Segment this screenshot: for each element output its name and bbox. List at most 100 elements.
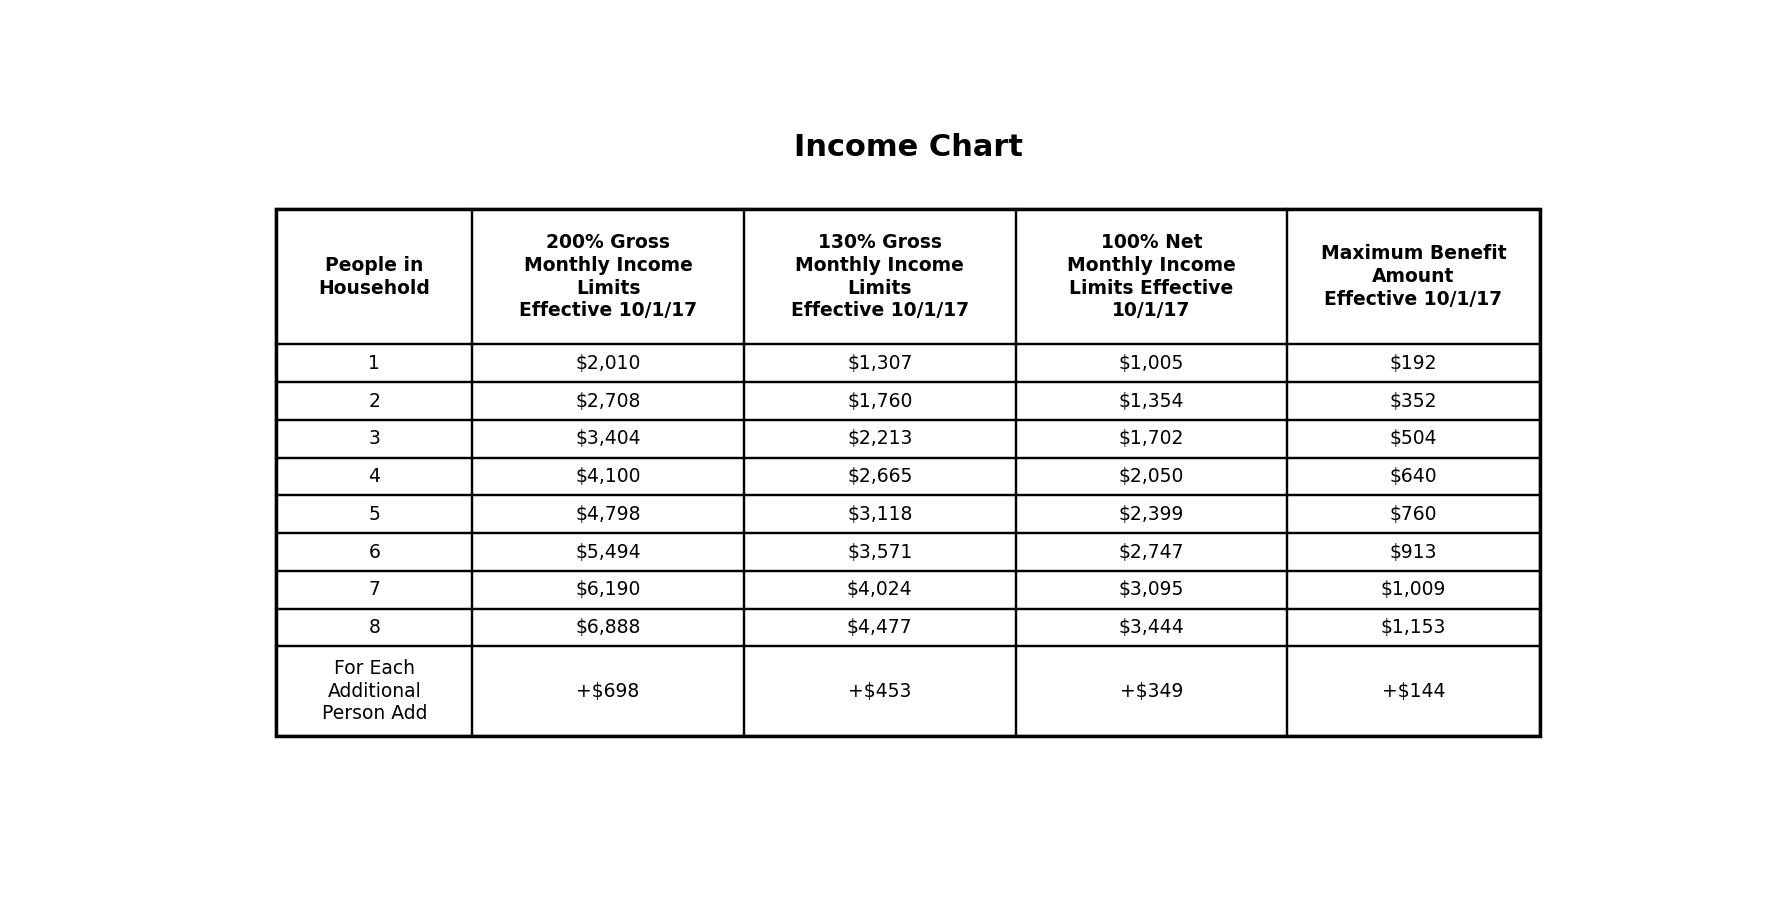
Bar	[276, 457, 473, 495]
Bar	[1015, 457, 1286, 495]
Text: $3,444: $3,444	[1118, 618, 1184, 637]
Text: 8: 8	[369, 618, 381, 637]
Bar	[473, 495, 744, 533]
Bar	[473, 647, 744, 736]
Bar	[276, 533, 473, 571]
Bar	[276, 209, 473, 345]
Text: 1: 1	[369, 354, 381, 373]
Bar	[1015, 533, 1286, 571]
Bar	[473, 609, 744, 647]
Text: 2: 2	[369, 391, 381, 410]
Bar	[1286, 345, 1540, 382]
Text: 7: 7	[369, 580, 381, 599]
Bar	[473, 382, 744, 420]
Bar	[744, 647, 1015, 736]
Bar	[1286, 609, 1540, 647]
Text: For Each
Additional
Person Add: For Each Additional Person Add	[321, 659, 427, 723]
Bar	[276, 420, 473, 457]
Text: People in
Household: People in Household	[319, 256, 431, 298]
Text: +$349: +$349	[1120, 682, 1184, 701]
Text: $760: $760	[1389, 505, 1437, 524]
Text: $913: $913	[1389, 543, 1437, 562]
Bar	[1015, 647, 1286, 736]
Text: $3,571: $3,571	[847, 543, 913, 562]
Bar	[473, 209, 744, 345]
Bar	[744, 495, 1015, 533]
Bar	[744, 209, 1015, 345]
Text: $352: $352	[1389, 391, 1437, 410]
Bar	[1286, 382, 1540, 420]
Text: $1,307: $1,307	[847, 354, 913, 373]
Text: $1,760: $1,760	[847, 391, 913, 410]
Bar	[744, 571, 1015, 609]
Bar	[473, 345, 744, 382]
Text: $1,354: $1,354	[1118, 391, 1184, 410]
Bar	[1015, 609, 1286, 647]
Bar	[744, 420, 1015, 457]
Text: 100% Net
Monthly Income
Limits Effective
10/1/17: 100% Net Monthly Income Limits Effective…	[1067, 233, 1235, 320]
Text: 3: 3	[369, 429, 381, 448]
Bar	[1286, 533, 1540, 571]
Text: $3,118: $3,118	[847, 505, 913, 524]
Text: 200% Gross
Monthly Income
Limits
Effective 10/1/17: 200% Gross Monthly Income Limits Effecti…	[519, 233, 696, 320]
Bar	[1286, 209, 1540, 345]
Text: $2,050: $2,050	[1118, 467, 1184, 486]
Text: $4,024: $4,024	[847, 580, 913, 599]
Text: $3,404: $3,404	[576, 429, 641, 448]
Bar	[1286, 420, 1540, 457]
Bar	[744, 382, 1015, 420]
Text: 5: 5	[369, 505, 381, 524]
Bar	[276, 609, 473, 647]
Bar	[744, 345, 1015, 382]
Bar	[276, 571, 473, 609]
Bar	[1015, 345, 1286, 382]
Text: $2,708: $2,708	[576, 391, 641, 410]
Text: $2,747: $2,747	[1118, 543, 1184, 562]
Bar	[473, 533, 744, 571]
Bar	[276, 495, 473, 533]
Text: $640: $640	[1389, 467, 1437, 486]
Bar	[1286, 495, 1540, 533]
Text: $1,153: $1,153	[1380, 618, 1446, 637]
Text: +$698: +$698	[576, 682, 640, 701]
Text: $6,888: $6,888	[576, 618, 641, 637]
Text: $1,009: $1,009	[1380, 580, 1446, 599]
Text: +$144: +$144	[1382, 682, 1446, 701]
Bar	[744, 609, 1015, 647]
Text: $2,213: $2,213	[847, 429, 913, 448]
Bar	[1015, 495, 1286, 533]
Text: $3,095: $3,095	[1118, 580, 1184, 599]
Bar	[473, 571, 744, 609]
Bar	[1015, 382, 1286, 420]
Bar	[744, 533, 1015, 571]
Text: +$453: +$453	[849, 682, 911, 701]
Text: $1,005: $1,005	[1118, 354, 1184, 373]
Bar	[1015, 571, 1286, 609]
Bar	[744, 457, 1015, 495]
Bar	[1286, 457, 1540, 495]
Bar	[473, 457, 744, 495]
Text: Income Chart: Income Chart	[794, 133, 1022, 161]
Bar	[473, 420, 744, 457]
Text: $2,399: $2,399	[1118, 505, 1184, 524]
Bar	[276, 382, 473, 420]
Text: 4: 4	[369, 467, 381, 486]
Text: $192: $192	[1389, 354, 1437, 373]
Text: $4,798: $4,798	[576, 505, 641, 524]
Bar	[1286, 647, 1540, 736]
Text: $2,010: $2,010	[576, 354, 641, 373]
Text: $1,702: $1,702	[1118, 429, 1184, 448]
Text: $2,665: $2,665	[847, 467, 913, 486]
Bar	[276, 345, 473, 382]
Text: 130% Gross
Monthly Income
Limits
Effective 10/1/17: 130% Gross Monthly Income Limits Effecti…	[790, 233, 969, 320]
Text: $4,477: $4,477	[847, 618, 913, 637]
Text: 6: 6	[369, 543, 381, 562]
Text: $504: $504	[1389, 429, 1437, 448]
Text: $6,190: $6,190	[576, 580, 641, 599]
Bar	[1286, 571, 1540, 609]
Text: $5,494: $5,494	[576, 543, 641, 562]
Bar	[276, 209, 1540, 736]
Bar	[1015, 209, 1286, 345]
Text: $4,100: $4,100	[576, 467, 641, 486]
Bar	[1015, 420, 1286, 457]
